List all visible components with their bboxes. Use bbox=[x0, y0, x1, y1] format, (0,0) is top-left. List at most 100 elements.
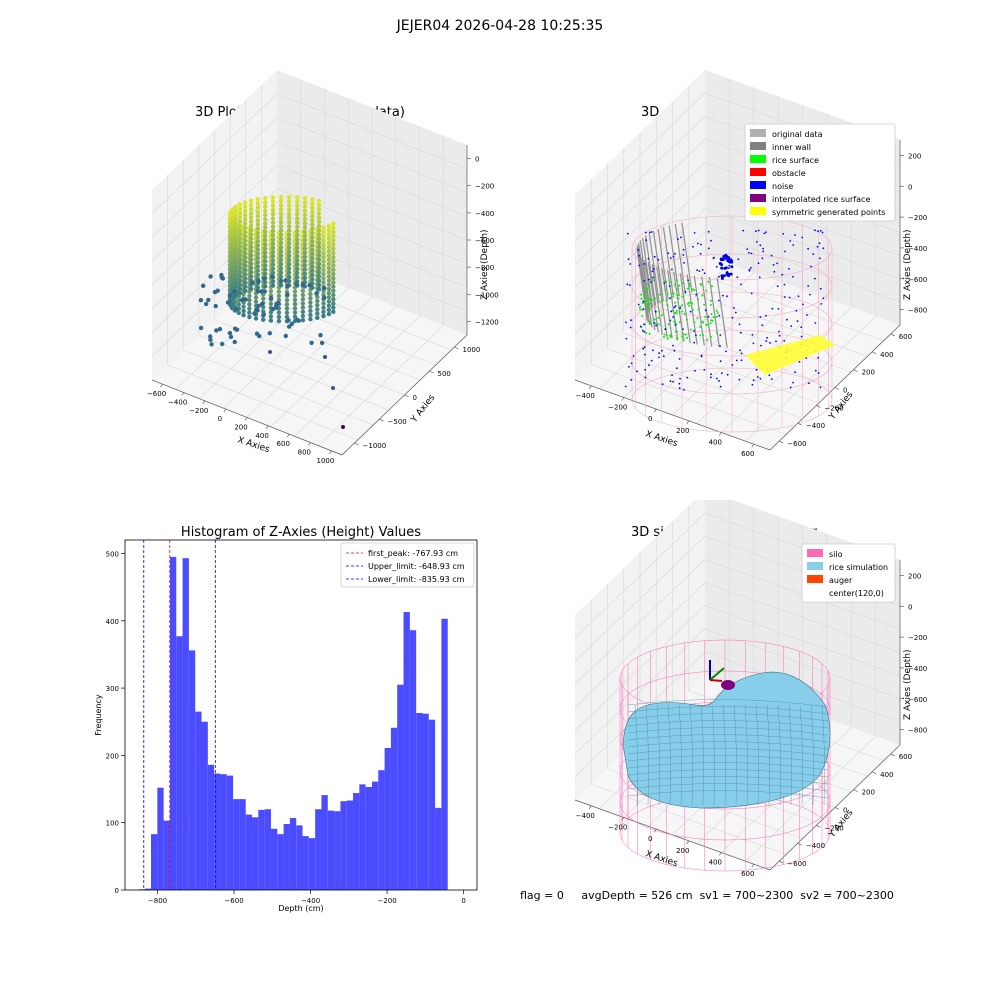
status-sv1: sv1 = 700~2300 bbox=[699, 889, 794, 902]
histogram-bar bbox=[277, 834, 284, 890]
scatter-point bbox=[331, 259, 336, 264]
scatter-point bbox=[233, 276, 238, 281]
scatter-point bbox=[242, 288, 248, 293]
scatter-point bbox=[316, 240, 322, 246]
rice-surface-point bbox=[640, 293, 643, 296]
legend-frame bbox=[801, 543, 896, 603]
inner-wall bbox=[681, 222, 693, 293]
scatter-point bbox=[300, 318, 306, 323]
z-tick-label: −200 bbox=[475, 183, 494, 191]
y-arrow bbox=[709, 667, 725, 681]
noise-point bbox=[652, 349, 654, 352]
scatter-point bbox=[233, 293, 238, 298]
rice-surface-point bbox=[699, 334, 702, 337]
scatter-point bbox=[316, 282, 322, 288]
depth-histogram-panel: Histogram of Z-Axies (Height) Values −80… bbox=[94, 525, 478, 913]
z-tick-label: −1000 bbox=[475, 291, 499, 299]
x-tick-label: 200 bbox=[676, 847, 689, 855]
scatter-point bbox=[295, 195, 300, 200]
scatter-point bbox=[316, 278, 322, 283]
noise-point bbox=[784, 250, 786, 253]
scatter-point bbox=[286, 207, 292, 212]
y-tick-label: 1000 bbox=[463, 346, 481, 354]
grid-line bbox=[574, 116, 706, 242]
noise-point bbox=[757, 229, 760, 232]
scatter-point bbox=[255, 205, 260, 210]
scatter-point bbox=[248, 232, 254, 237]
scatter-point bbox=[208, 334, 213, 339]
noise-point bbox=[653, 322, 656, 324]
noise-point bbox=[672, 316, 674, 318]
noise-point bbox=[684, 290, 687, 293]
grid-line bbox=[574, 582, 706, 708]
histogram-bar bbox=[258, 809, 265, 890]
rice-surface-point bbox=[709, 335, 712, 338]
inner-wall bbox=[661, 268, 673, 339]
rice-mesh bbox=[634, 704, 638, 806]
scatter-point bbox=[284, 298, 290, 303]
scatter-point bbox=[213, 303, 218, 309]
x-tick-label: −800 bbox=[148, 897, 167, 905]
scatter-point bbox=[233, 255, 238, 260]
noise-point bbox=[638, 254, 640, 257]
scatter-point bbox=[321, 238, 326, 243]
noise-point bbox=[629, 263, 632, 265]
histogram-bar bbox=[245, 814, 253, 890]
scatter-point bbox=[206, 297, 211, 303]
classify-3d-panel: 3D classify of Silo Interior −400−200020… bbox=[574, 70, 927, 458]
simulation-3d-ticks: −400 −200 0 200 400 600 −600 −400 −200 0 200 400 600… bbox=[576, 572, 928, 878]
noise-point bbox=[719, 258, 723, 262]
scatter-point bbox=[248, 207, 254, 212]
scatter-point bbox=[314, 291, 319, 296]
rice-mesh bbox=[627, 755, 829, 764]
z-tick-label: −800 bbox=[475, 264, 494, 272]
scatter-point bbox=[295, 203, 300, 208]
noise-point bbox=[712, 257, 715, 260]
noise-point bbox=[682, 254, 685, 256]
noise-point bbox=[668, 285, 671, 287]
scatter-point bbox=[302, 250, 308, 255]
noise-point bbox=[678, 358, 681, 360]
scatter-point bbox=[278, 257, 284, 263]
noise-point bbox=[707, 247, 710, 250]
rice-mesh bbox=[627, 734, 829, 743]
scatter-point bbox=[278, 220, 284, 225]
scatter-point bbox=[233, 242, 238, 247]
scatter-point bbox=[321, 276, 326, 281]
rice-surface-point bbox=[700, 284, 703, 286]
rice-mesh bbox=[627, 769, 829, 778]
scatter-point bbox=[331, 250, 336, 256]
inner-wall bbox=[639, 240, 651, 311]
scatter-point bbox=[308, 317, 313, 322]
scatter-point bbox=[237, 219, 243, 224]
rice-surface-point bbox=[712, 316, 715, 319]
scatter-point bbox=[237, 248, 243, 254]
noise-point bbox=[728, 267, 730, 270]
rice-surface-point bbox=[650, 298, 653, 301]
noise-point bbox=[736, 276, 739, 279]
noise-point bbox=[648, 364, 650, 367]
noise-point bbox=[664, 328, 667, 331]
scatter-point bbox=[331, 276, 336, 281]
x-tick-label: 600 bbox=[741, 450, 754, 458]
noise-point bbox=[686, 376, 689, 379]
histogram-bar bbox=[163, 820, 170, 890]
scatter-point bbox=[316, 286, 322, 292]
scatter-point bbox=[308, 291, 313, 297]
histogram-bar bbox=[289, 817, 297, 890]
scatter-point bbox=[295, 266, 300, 271]
grid-line bbox=[151, 141, 278, 262]
x-tick bbox=[654, 829, 657, 833]
rice-surface-point bbox=[677, 294, 680, 296]
noise-point bbox=[755, 368, 758, 371]
noise-point bbox=[645, 231, 647, 234]
scatter-point bbox=[233, 251, 238, 256]
histogram-title: Histogram of Z-Axies (Height) Values bbox=[181, 525, 421, 540]
noise-point bbox=[632, 355, 635, 357]
scatter-point bbox=[321, 271, 326, 277]
rice-surface-point bbox=[701, 294, 704, 297]
rice-surface-point bbox=[640, 297, 643, 300]
scatter-point bbox=[270, 266, 276, 271]
rice-mesh bbox=[645, 704, 649, 806]
scatter-point bbox=[263, 233, 268, 239]
